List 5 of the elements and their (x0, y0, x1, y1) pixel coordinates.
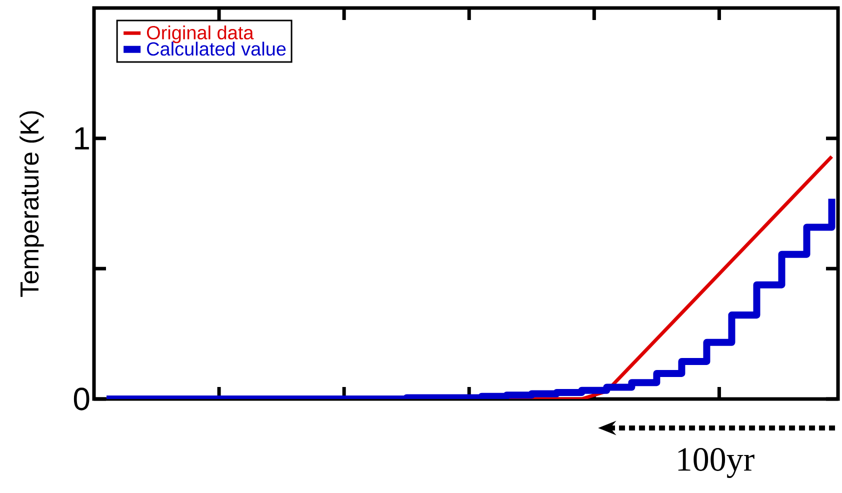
y-tick-label: 0 (74, 388, 90, 410)
legend-label: Calculated value (147, 42, 286, 56)
text: 100yr (678, 448, 754, 478)
y-axis-title: Temperature (K) (20, 111, 44, 297)
y-tick-label: 1 (75, 127, 89, 150)
